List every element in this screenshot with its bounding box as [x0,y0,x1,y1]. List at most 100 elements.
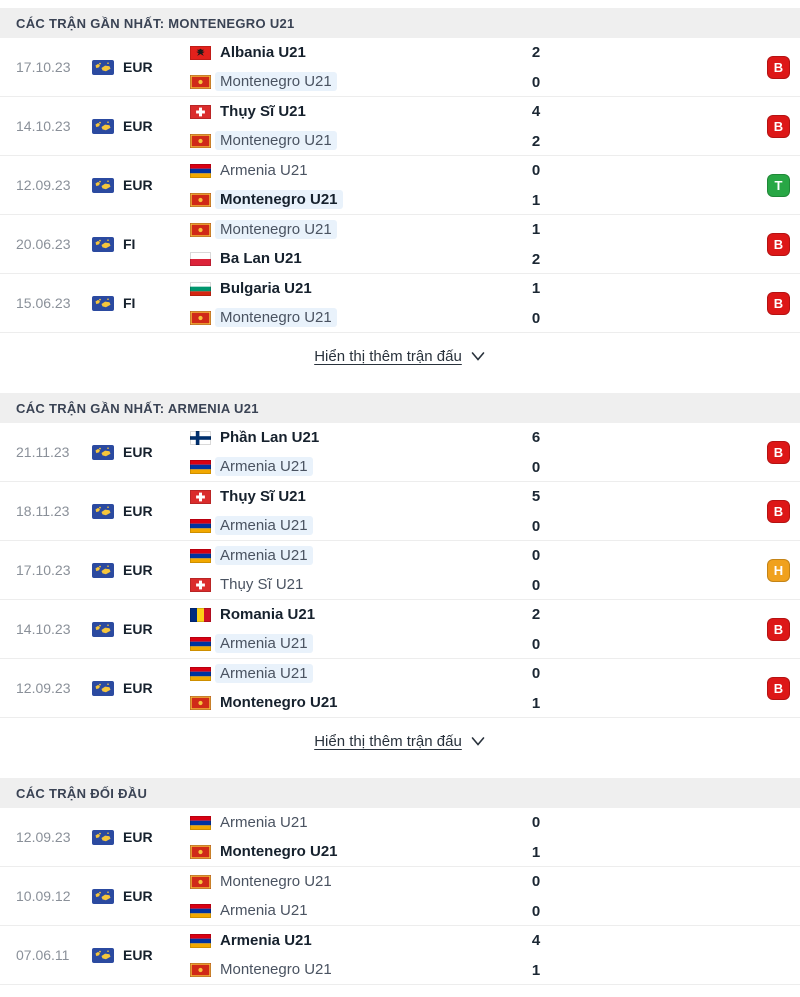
flag-icon-montenegro [190,310,211,325]
team-name[interactable]: Armenia U21 [215,634,313,653]
match-date: 18.11.23 [16,503,70,519]
team-name[interactable]: Montenegro U21 [215,72,337,91]
team-name[interactable]: Montenegro U21 [220,873,332,890]
show-more-button[interactable]: Hiển thị thêm trận đấu [0,333,800,379]
team-name[interactable]: Armenia U21 [215,457,313,476]
team-name[interactable]: Armenia U21 [220,814,308,831]
competition-label: EUR [123,888,153,904]
competition-cell: EUR [92,562,190,578]
competition-icon [92,562,114,578]
match-row[interactable]: 20.06.23 FI Montenegro U21 1 Ba Lan U21 2 B [0,215,800,274]
team-line: Thụy Sĩ U21 [190,102,744,122]
team-line: Ba Lan U21 [190,249,744,269]
competition-icon [92,621,114,637]
match-row[interactable]: 14.10.23 EUR Thụy Sĩ U21 4 Montenegro U21 2 B [0,97,800,156]
chevron-down-icon [470,734,486,748]
team-name[interactable]: Montenegro U21 [220,843,338,860]
flag-icon-romania [190,607,211,622]
team-score: 1 [531,279,541,297]
team-name[interactable]: Armenia U21 [215,516,313,535]
team-name[interactable]: Phần Lan U21 [220,429,320,446]
team-name[interactable]: Montenegro U21 [215,220,337,239]
team-name[interactable]: Armenia U21 [215,664,313,683]
competition-cell: FI [92,295,190,311]
team-name[interactable]: Montenegro U21 [220,694,338,711]
team-name[interactable]: Armenia U21 [215,546,313,565]
result-cell: B [744,617,800,641]
team-name[interactable]: Thụy Sĩ U21 [220,103,306,120]
team-name[interactable]: Ba Lan U21 [220,250,302,267]
match-row[interactable]: 12.09.23 EUR Armenia U21 0 Montenegro U21 1 [0,808,800,867]
team-name[interactable]: Montenegro U21 [220,961,332,978]
team-line: Montenegro U21 [190,693,744,713]
match-row[interactable]: 17.10.23 EUR Albania U21 2 Montenegro U21 0 B [0,38,800,97]
show-more-label[interactable]: Hiển thị thêm trận đấu [314,732,462,750]
team-score: 0 [531,813,541,831]
matches-section: CÁC TRẬN GẦN NHẤT: MONTENEGRO U21 17.10.2… [0,8,800,379]
team-name[interactable]: Romania U21 [220,606,316,623]
match-row[interactable]: 15.06.23 FI Bulgaria U21 1 Montenegro U21 0 B [0,274,800,333]
result-badge: B [767,617,790,641]
match-date: 21.11.23 [16,444,70,460]
team-score: 4 [531,102,541,120]
match-date: 07.06.11 [16,947,70,963]
team-name[interactable]: Montenegro U21 [215,131,337,150]
match-row[interactable]: 14.10.23 EUR Romania U21 2 Armenia U21 0 B [0,600,800,659]
competition-cell: EUR [92,59,190,75]
match-row[interactable]: 12.09.23 EUR Armenia U21 0 Montenegro U21 1 B [0,659,800,718]
team-name[interactable]: Bulgaria U21 [220,280,312,297]
match-row[interactable]: 21.11.23 EUR Phần Lan U21 6 Armenia U21 0 B [0,423,800,482]
competition-icon [92,295,114,311]
match-row[interactable]: 07.06.11 EUR Armenia U21 4 Montenegro U21 1 [0,926,800,985]
flag-icon-montenegro [190,133,211,148]
team-line: Montenegro U21 [190,190,744,210]
match-row[interactable]: 10.09.12 EUR Montenegro U21 0 Armenia U21 0 [0,867,800,926]
team-score: 1 [531,694,541,712]
team-line: Thụy Sĩ U21 [190,487,744,507]
team-score: 1 [531,961,541,979]
competition-icon [92,947,114,963]
flag-icon-montenegro [190,192,211,207]
team-score: 0 [531,576,541,594]
match-date: 12.09.23 [16,680,71,696]
competition-cell: EUR [92,829,190,845]
flag-icon-armenia [190,548,211,563]
team-line: Montenegro U21 [190,72,744,92]
match-date: 17.10.23 [16,59,71,75]
team-name[interactable]: Thụy Sĩ U21 [220,488,306,505]
flag-icon-montenegro [190,74,211,89]
team-name[interactable]: Armenia U21 [220,162,308,179]
match-row[interactable]: 18.11.23 EUR Thụy Sĩ U21 5 Armenia U21 0 B [0,482,800,541]
competition-cell: EUR [92,118,190,134]
match-row[interactable]: 17.10.23 EUR Armenia U21 0 Thụy Sĩ U21 0 H [0,541,800,600]
result-badge: T [767,173,790,197]
team-score: 1 [531,191,541,209]
team-name[interactable]: Montenegro U21 [215,190,343,209]
competition-cell: EUR [92,503,190,519]
section-title: CÁC TRẬN ĐỐI ĐẦU [0,778,800,808]
team-name[interactable]: Thụy Sĩ U21 [220,576,304,593]
team-name[interactable]: Armenia U21 [220,902,308,919]
result-badge: B [767,232,790,256]
team-line: Armenia U21 [190,664,744,684]
flag-icon-montenegro [190,222,211,237]
teams-cell: Bulgaria U21 1 Montenegro U21 0 [190,279,744,328]
team-name[interactable]: Armenia U21 [220,932,312,949]
team-score: 0 [531,872,541,890]
matches-section: CÁC TRẬN GẦN NHẤT: ARMENIA U21 21.11.23 EU… [0,393,800,764]
team-name[interactable]: Montenegro U21 [215,308,337,327]
show-more-label[interactable]: Hiển thị thêm trận đấu [314,347,462,365]
result-cell: B [744,114,800,138]
match-row[interactable]: 12.09.23 EUR Armenia U21 0 Montenegro U21 1 T [0,156,800,215]
flag-icon-montenegro [190,962,211,977]
competition-icon [92,118,114,134]
match-date: 20.06.23 [16,236,71,252]
team-line: Montenegro U21 [190,872,744,892]
team-name[interactable]: Albania U21 [220,44,306,61]
chevron-down-icon [470,349,486,363]
team-score: 6 [531,428,541,446]
match-date: 12.09.23 [16,177,71,193]
flag-icon-armenia [190,163,211,178]
show-more-button[interactable]: Hiển thị thêm trận đấu [0,718,800,764]
team-line: Bulgaria U21 [190,279,744,299]
